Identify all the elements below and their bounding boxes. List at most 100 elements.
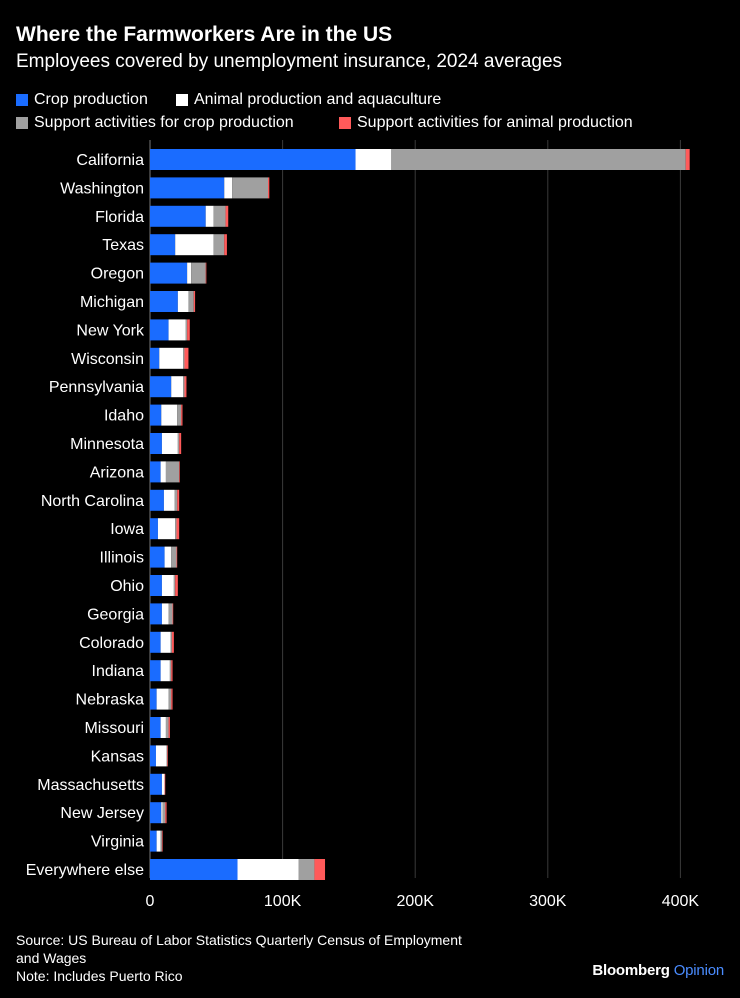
bar-segment <box>171 631 174 653</box>
category-label: Iowa <box>110 521 144 538</box>
bar-segment <box>165 717 169 738</box>
legend-item-crop-production: Crop production <box>16 89 176 111</box>
category-label: Kansas <box>91 748 144 765</box>
bar-segment <box>150 347 160 369</box>
legend-swatch-animal <box>176 93 188 106</box>
x-tick-label: 400K <box>662 893 700 910</box>
category-label: Michigan <box>80 294 144 311</box>
bar-segment <box>193 291 196 312</box>
bar-segment <box>150 575 162 596</box>
bar-segment <box>150 319 169 341</box>
bar-segment <box>181 404 183 426</box>
bar-segment <box>150 461 161 483</box>
bar-segment <box>171 688 173 710</box>
category-label: Indiana <box>92 663 145 680</box>
bar-segment <box>165 461 180 483</box>
category-label: New York <box>76 322 145 339</box>
bar-segment <box>185 319 188 341</box>
legend-label-support-animal: Support activities for animal production <box>357 113 633 131</box>
bar-segment <box>150 603 162 625</box>
bar-segment <box>150 745 156 767</box>
bar-segment <box>156 688 169 710</box>
bar-segment <box>177 404 182 426</box>
bar-segment <box>162 802 166 824</box>
bar-segment <box>171 376 184 398</box>
bar-segment <box>164 773 166 795</box>
bar-segment <box>183 347 185 369</box>
bar-segment <box>169 660 172 682</box>
bar-segment <box>161 404 178 426</box>
bar-segment <box>160 461 166 483</box>
bar-segment <box>166 745 168 767</box>
category-label: Oregon <box>91 266 144 283</box>
bar-segment <box>171 546 177 568</box>
bar-segment <box>213 205 226 227</box>
bar-segment <box>176 518 180 540</box>
bar-segment <box>184 376 187 398</box>
bar-segment <box>224 177 233 199</box>
bar-segment <box>187 319 190 341</box>
bar-segment <box>160 660 170 682</box>
bar-segment <box>174 489 178 511</box>
bar-segment <box>150 859 238 880</box>
bar-segment <box>167 745 168 767</box>
bar-segment <box>150 262 188 284</box>
bar-segment <box>177 489 180 511</box>
bar-segment <box>173 575 176 596</box>
bar-segment <box>183 376 185 398</box>
category-label: Ohio <box>110 578 144 595</box>
bar-segment <box>225 205 229 227</box>
category-label: Virginia <box>91 834 144 851</box>
legend-label-crop: Crop production <box>34 90 148 108</box>
category-label: Nebraska <box>76 692 145 709</box>
bar-segment <box>184 347 189 369</box>
bar-segment <box>161 830 163 852</box>
legend-swatch-support-crop <box>16 116 28 129</box>
bar-segment <box>150 546 165 568</box>
bar-segment <box>150 688 157 710</box>
brand-accent: Opinion <box>673 962 725 979</box>
bar-segment <box>150 291 178 312</box>
bar-segment <box>179 433 182 454</box>
x-tick-label: 100K <box>264 893 302 910</box>
legend-item-support-crop: Support activities for crop production <box>16 112 339 134</box>
bar-segment <box>175 234 214 256</box>
bar-segment <box>177 291 189 312</box>
bar-segment <box>150 205 206 227</box>
source-note: Source: US Bureau of Labor Statistics Qu… <box>16 931 556 985</box>
bar-segment <box>165 802 167 824</box>
category-label: Florida <box>95 209 144 226</box>
category-label: Minnesota <box>70 436 144 453</box>
bar-segment <box>172 603 174 625</box>
bar-segment <box>157 518 176 540</box>
bar-segment <box>150 631 161 653</box>
bar-segment <box>160 830 162 852</box>
bar-segment <box>161 603 169 625</box>
bar-segment <box>161 575 174 596</box>
bar-segment <box>164 546 172 568</box>
legend-swatch-crop <box>16 93 28 106</box>
brand-name: Bloomberg <box>592 962 670 979</box>
bar-segment <box>175 575 178 596</box>
chart-title: Where the Farmworkers Are in the US <box>16 23 393 46</box>
category-label: New Jersey <box>60 805 144 822</box>
bar-segment <box>161 802 163 824</box>
bar-segment <box>150 717 161 738</box>
bar-segment <box>160 717 166 738</box>
category-label: Arizona <box>90 464 144 481</box>
bar-segment <box>161 773 165 795</box>
bar-segment <box>232 177 269 199</box>
category-label: Colorado <box>79 635 144 652</box>
legend-label-animal: Animal production and aquaculture <box>194 90 442 108</box>
bar-segment <box>150 802 162 824</box>
bar-segment <box>150 660 161 682</box>
bar-segment <box>150 404 162 426</box>
bar-segment <box>161 433 178 454</box>
bar-segment <box>170 631 172 653</box>
bar-segment <box>685 149 690 170</box>
category-label: Wisconsin <box>71 351 144 368</box>
bar-segment <box>298 859 315 880</box>
bar-segment <box>213 234 225 256</box>
bar-segment <box>160 631 171 653</box>
category-label: Illinois <box>100 550 144 567</box>
